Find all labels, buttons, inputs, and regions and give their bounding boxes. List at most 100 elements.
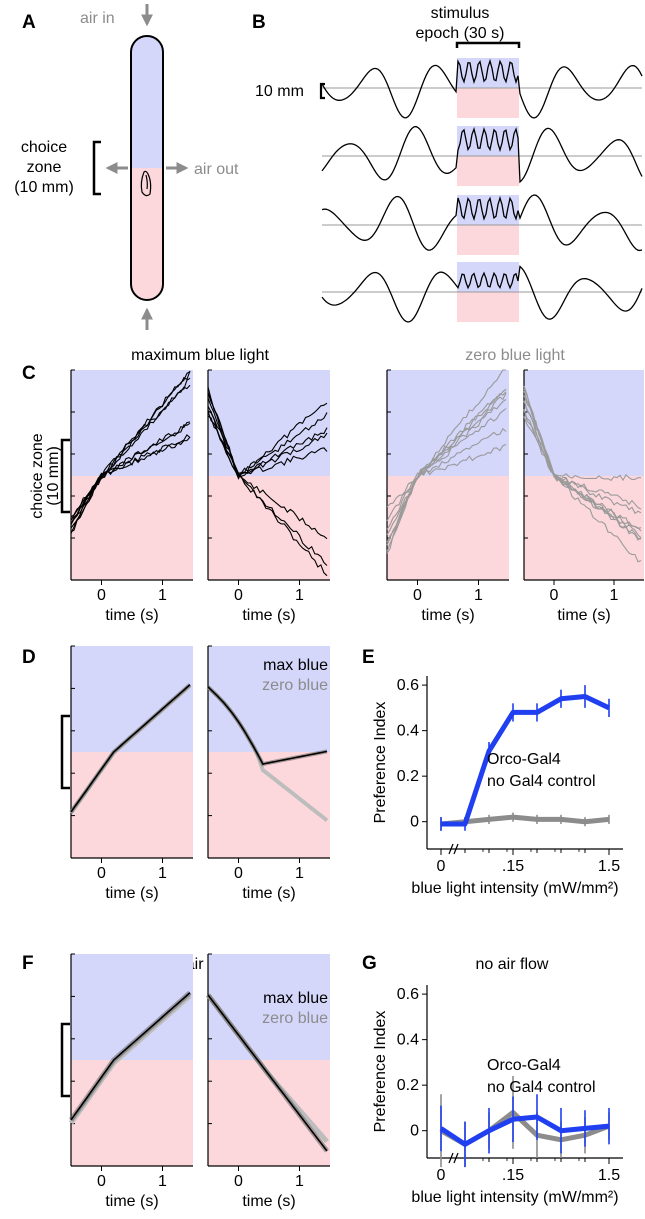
x-axis-label: time (s) (557, 607, 610, 624)
x-tick-label: 1 (610, 587, 619, 604)
g-title: no air flow (476, 956, 549, 973)
choice-zone-line-3: (10 mm) (14, 179, 74, 196)
choice-zone-line-1: choice (21, 139, 67, 156)
mean-max-blue-line (70, 992, 191, 1121)
y-axis-label: Preference Index (372, 1011, 389, 1133)
panel-label-a: A (22, 12, 36, 33)
c-bracket (60, 438, 70, 514)
b-red-zone (457, 225, 519, 255)
fly-icon (140, 170, 152, 197)
legend-orco: Orco-Gal4 (487, 751, 561, 768)
panel-label-b: B (252, 12, 266, 33)
blue-zone (208, 646, 330, 752)
axis-break (448, 843, 459, 855)
c-title-zero: zero blue light (465, 347, 565, 364)
blue-zone (387, 370, 509, 476)
x-tick-label: 1 (295, 1173, 304, 1190)
b-red-zone (457, 292, 519, 322)
x-tick-label: 1 (158, 865, 167, 882)
series-line (441, 694, 611, 827)
x-axis-label: time (s) (105, 607, 158, 624)
x-tick-label: 0 (413, 587, 422, 604)
choice-zone-bracket (92, 140, 101, 196)
air-out-label: air out (194, 161, 239, 178)
panel-b-traces (321, 58, 643, 323)
red-zone (208, 476, 330, 580)
c-trajectory (386, 391, 507, 535)
b-red-zone (457, 88, 519, 118)
c-trajectory (207, 402, 328, 474)
c-trajectory (70, 370, 191, 525)
b-trace (321, 194, 643, 252)
c-trajectory (523, 416, 642, 563)
c-trajectory (207, 386, 328, 477)
c-trajectory (386, 369, 506, 554)
b-red-zone (457, 156, 519, 186)
x-axis-label: time (s) (105, 885, 158, 902)
c-trajectory (386, 398, 507, 522)
red-zone (71, 1060, 193, 1166)
c-trajectory (207, 397, 328, 478)
c-title-max: maximum blue light (131, 347, 269, 364)
d-bracket (60, 714, 70, 790)
legend-control: no Gal4 control (487, 1079, 596, 1096)
mean-max-blue-line (207, 686, 328, 766)
y-tick-label: 0.4 (397, 1032, 419, 1049)
series-line (439, 1114, 610, 1147)
blue-zone (208, 370, 330, 476)
y-tick-label: 0 (410, 814, 419, 831)
x-axis-label: blue light intensity (mW/mm²) (411, 1189, 618, 1206)
f-legend-zero: zero blue (262, 1010, 328, 1027)
x-tick-label: 1 (158, 1173, 167, 1190)
c-trajectory (523, 409, 642, 541)
y-tick-label: 0.2 (397, 1077, 419, 1094)
panel-label-d: D (22, 647, 36, 668)
red-zone (71, 752, 193, 858)
x-tick-label: 0 (97, 1173, 106, 1190)
f-legend-max: max blue (263, 990, 328, 1007)
air-in-label: air in (80, 10, 115, 27)
x-tick-label: .15 (502, 1167, 524, 1184)
x-tick-label: 0 (234, 865, 243, 882)
f-bracket (60, 1022, 70, 1098)
x-axis-label: time (s) (105, 1193, 158, 1210)
x-tick-label: 0 (97, 865, 106, 882)
x-tick-label: 1 (474, 587, 483, 604)
panel-label-c: C (22, 363, 36, 384)
x-axis-label: time (s) (421, 607, 474, 624)
x-axis-label: time (s) (242, 607, 295, 624)
y-axis-label: Preference Index (372, 702, 389, 824)
c-trajectory (523, 388, 642, 540)
chart-e: 0 0.2 0.4 0.6 0 .15 1.5 blue light intensity (m… (372, 676, 623, 897)
y-tick-label: 0.2 (397, 768, 419, 785)
x-axis-label: time (s) (242, 885, 295, 902)
x-tick-label: 1 (158, 587, 167, 604)
series-line (440, 814, 610, 827)
blue-zone (71, 370, 193, 476)
x-tick-label: 1 (295, 865, 304, 882)
d-legend-zero: zero blue (262, 677, 328, 694)
legend-orco: Orco-Gal4 (487, 1057, 561, 1074)
panel-label-g: G (362, 953, 377, 974)
y-tick-label: 0.4 (397, 723, 419, 740)
c-trajectory (523, 400, 641, 482)
x-axis-label: blue light intensity (mW/mm²) (411, 880, 618, 897)
x-tick-label: 0 (234, 587, 243, 604)
c-trajectory (386, 443, 507, 543)
panel-label-f: F (22, 953, 34, 974)
x-tick-label: 1.5 (598, 858, 620, 875)
red-zone (71, 476, 193, 580)
axis-break (448, 1152, 459, 1164)
c-ylabel-2: (10 mm) (45, 446, 62, 506)
x-tick-label: 0 (437, 858, 446, 875)
x-tick-label: .15 (502, 858, 524, 875)
x-axis-label: time (s) (242, 1193, 295, 1210)
mean-max-blue-line (70, 684, 191, 813)
c-ylabel-1: choice zone (29, 433, 46, 518)
red-zone (387, 476, 509, 580)
mean-max-blue-line (207, 994, 328, 1152)
